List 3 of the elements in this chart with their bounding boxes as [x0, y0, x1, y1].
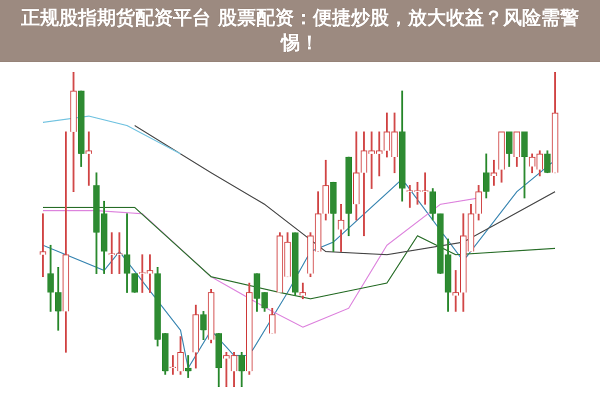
chart-title: 正规股指期货配资平台 股票配资：便捷炒股，放大收益？风险需警惕！: [0, 0, 600, 62]
candlestick: [40, 213, 46, 278]
candlestick: [490, 160, 498, 186]
